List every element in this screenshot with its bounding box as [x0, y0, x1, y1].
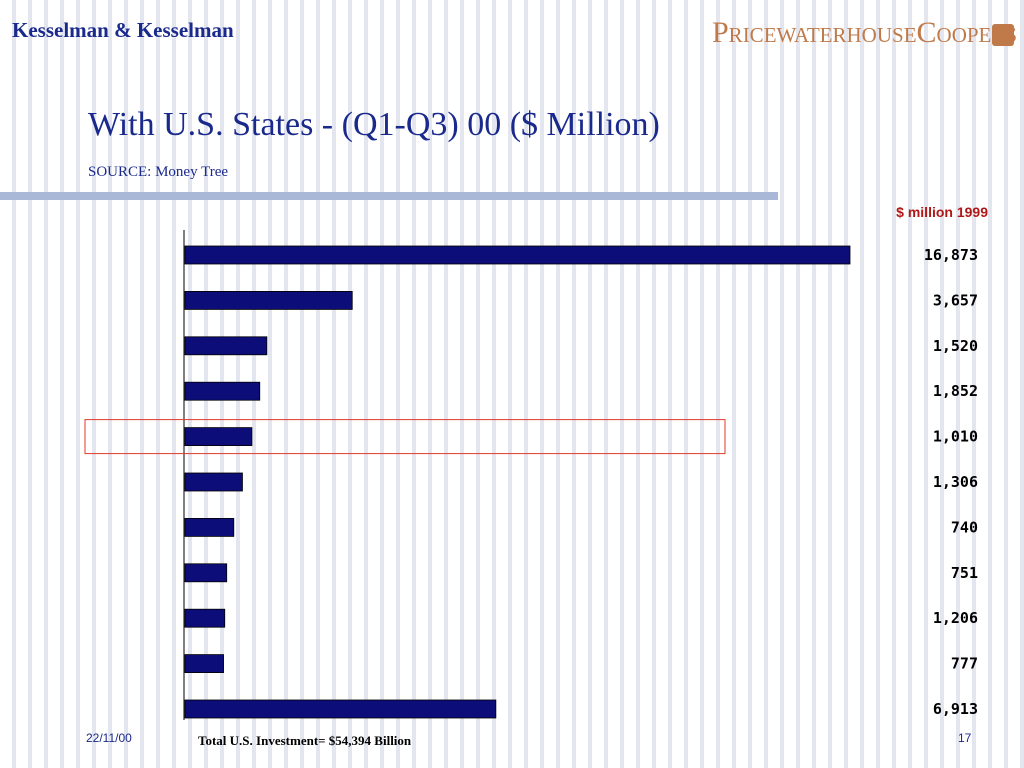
highlight-box: [84, 419, 726, 455]
logo-mark-icon: [992, 24, 1014, 46]
bar-4: [184, 427, 253, 447]
value-label-5: 1,306: [933, 473, 978, 491]
bar-0: [184, 245, 851, 265]
value-label-6: 740: [951, 518, 978, 536]
value-label-8: 1,206: [933, 609, 978, 627]
value-label-10: 6,913: [933, 700, 978, 718]
value-label-4: 1,010: [933, 428, 978, 446]
bar-1: [184, 291, 353, 310]
value-column-header: $ million 1999: [896, 204, 988, 220]
company-name: Kesselman & Kesselman: [12, 18, 234, 42]
bar-5: [184, 472, 243, 492]
bar-6: [184, 517, 235, 537]
bar-8: [184, 608, 226, 628]
pwc-logo: PricewaterhouseCoopers: [712, 10, 1017, 56]
logo-text: PricewaterhouseCoopers: [712, 16, 1018, 49]
bar-3: [184, 381, 261, 401]
bar-2: [184, 336, 268, 356]
value-label-9: 777: [951, 655, 978, 673]
footer-date: 22/11/00: [86, 731, 132, 745]
total-investment: Total U.S. Investment= $54,394 Billion: [198, 733, 412, 748]
bar-10: [184, 699, 497, 719]
slide-title: With U.S. States - (Q1-Q3) 00 ($ Million…: [88, 106, 660, 143]
bar-7: [184, 563, 228, 583]
bar-chart: 16,873 3,657 1,520 1,852 1,010 1,306 740 751 1,2…: [84, 230, 978, 720]
value-label-1: 3,657: [933, 291, 978, 309]
title-divider: [0, 192, 778, 200]
source-note: SOURCE: Money Tree: [88, 164, 229, 180]
value-label-7: 751: [951, 564, 978, 582]
bar-9: [184, 654, 224, 674]
value-label-0: 16,873: [924, 246, 978, 264]
value-label-3: 1,852: [933, 382, 978, 400]
page-number: 17: [958, 731, 972, 745]
value-label-2: 1,520: [933, 337, 978, 355]
